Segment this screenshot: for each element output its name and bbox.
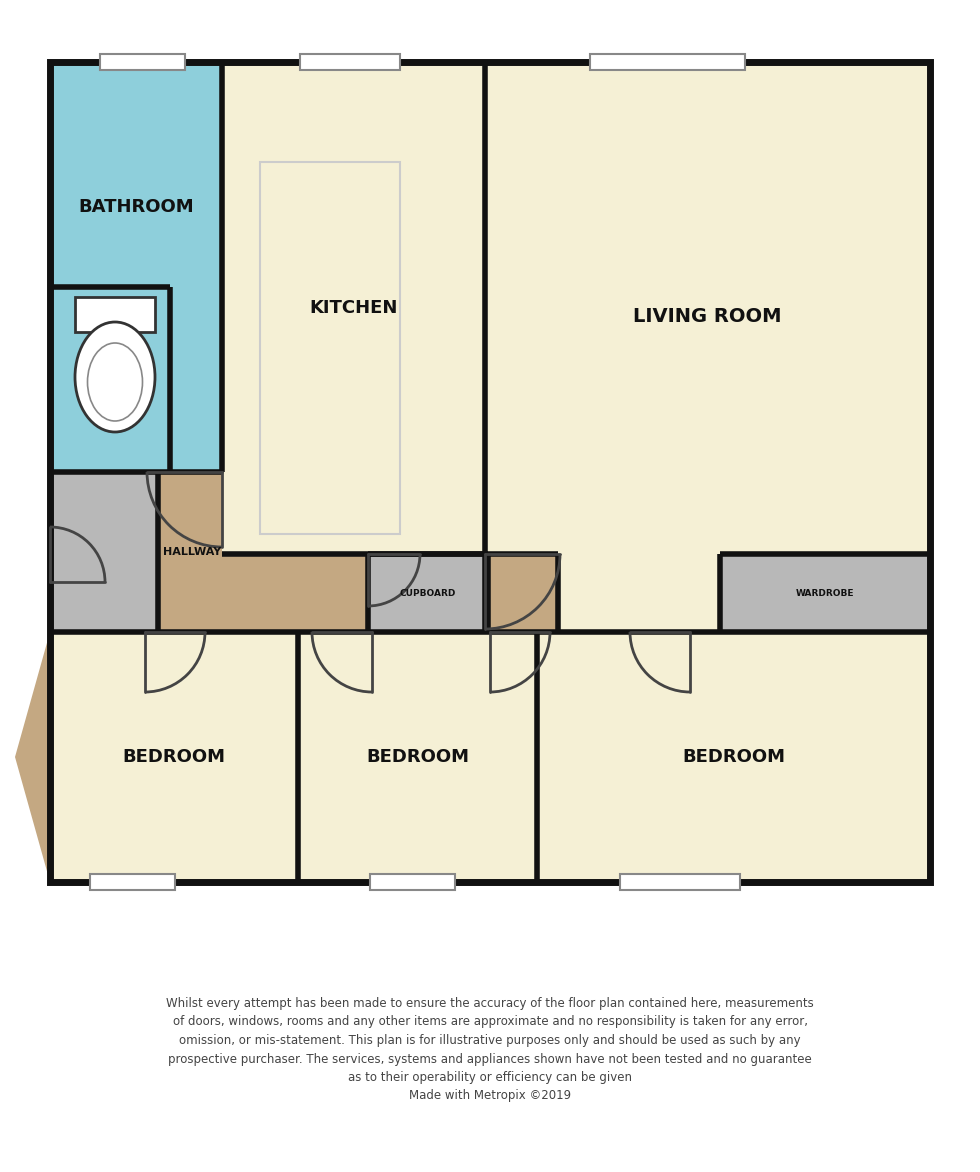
Bar: [222, 62, 485, 554]
Bar: [260, 162, 400, 534]
Bar: [50, 632, 298, 883]
Bar: [90, 874, 175, 890]
Text: Whilst every attempt has been made to ensure the accuracy of the floor plan cont: Whilst every attempt has been made to en…: [167, 997, 813, 1103]
Bar: [100, 54, 185, 70]
Ellipse shape: [75, 322, 155, 432]
Bar: [300, 54, 400, 70]
Text: LIVING ROOM: LIVING ROOM: [633, 307, 782, 327]
Polygon shape: [15, 632, 50, 883]
Bar: [50, 62, 930, 883]
Text: BEDROOM: BEDROOM: [682, 748, 785, 766]
Bar: [620, 874, 740, 890]
Bar: [298, 632, 537, 883]
Bar: [485, 62, 930, 632]
Text: CUPBOARD: CUPBOARD: [400, 588, 456, 598]
Ellipse shape: [87, 343, 142, 421]
Bar: [50, 472, 158, 632]
Bar: [720, 554, 930, 632]
Text: BEDROOM: BEDROOM: [366, 748, 469, 766]
Bar: [50, 62, 222, 472]
Bar: [75, 297, 155, 332]
Bar: [370, 874, 455, 890]
Text: BEDROOM: BEDROOM: [122, 748, 225, 766]
Bar: [368, 554, 488, 632]
Text: KITCHEN: KITCHEN: [310, 299, 398, 316]
Text: HALLWAY: HALLWAY: [163, 547, 221, 557]
Bar: [537, 632, 930, 883]
Bar: [590, 54, 745, 70]
Text: BATHROOM: BATHROOM: [78, 198, 194, 216]
Polygon shape: [50, 472, 558, 632]
Text: WARDROBE: WARDROBE: [796, 588, 855, 598]
Bar: [50, 287, 170, 472]
